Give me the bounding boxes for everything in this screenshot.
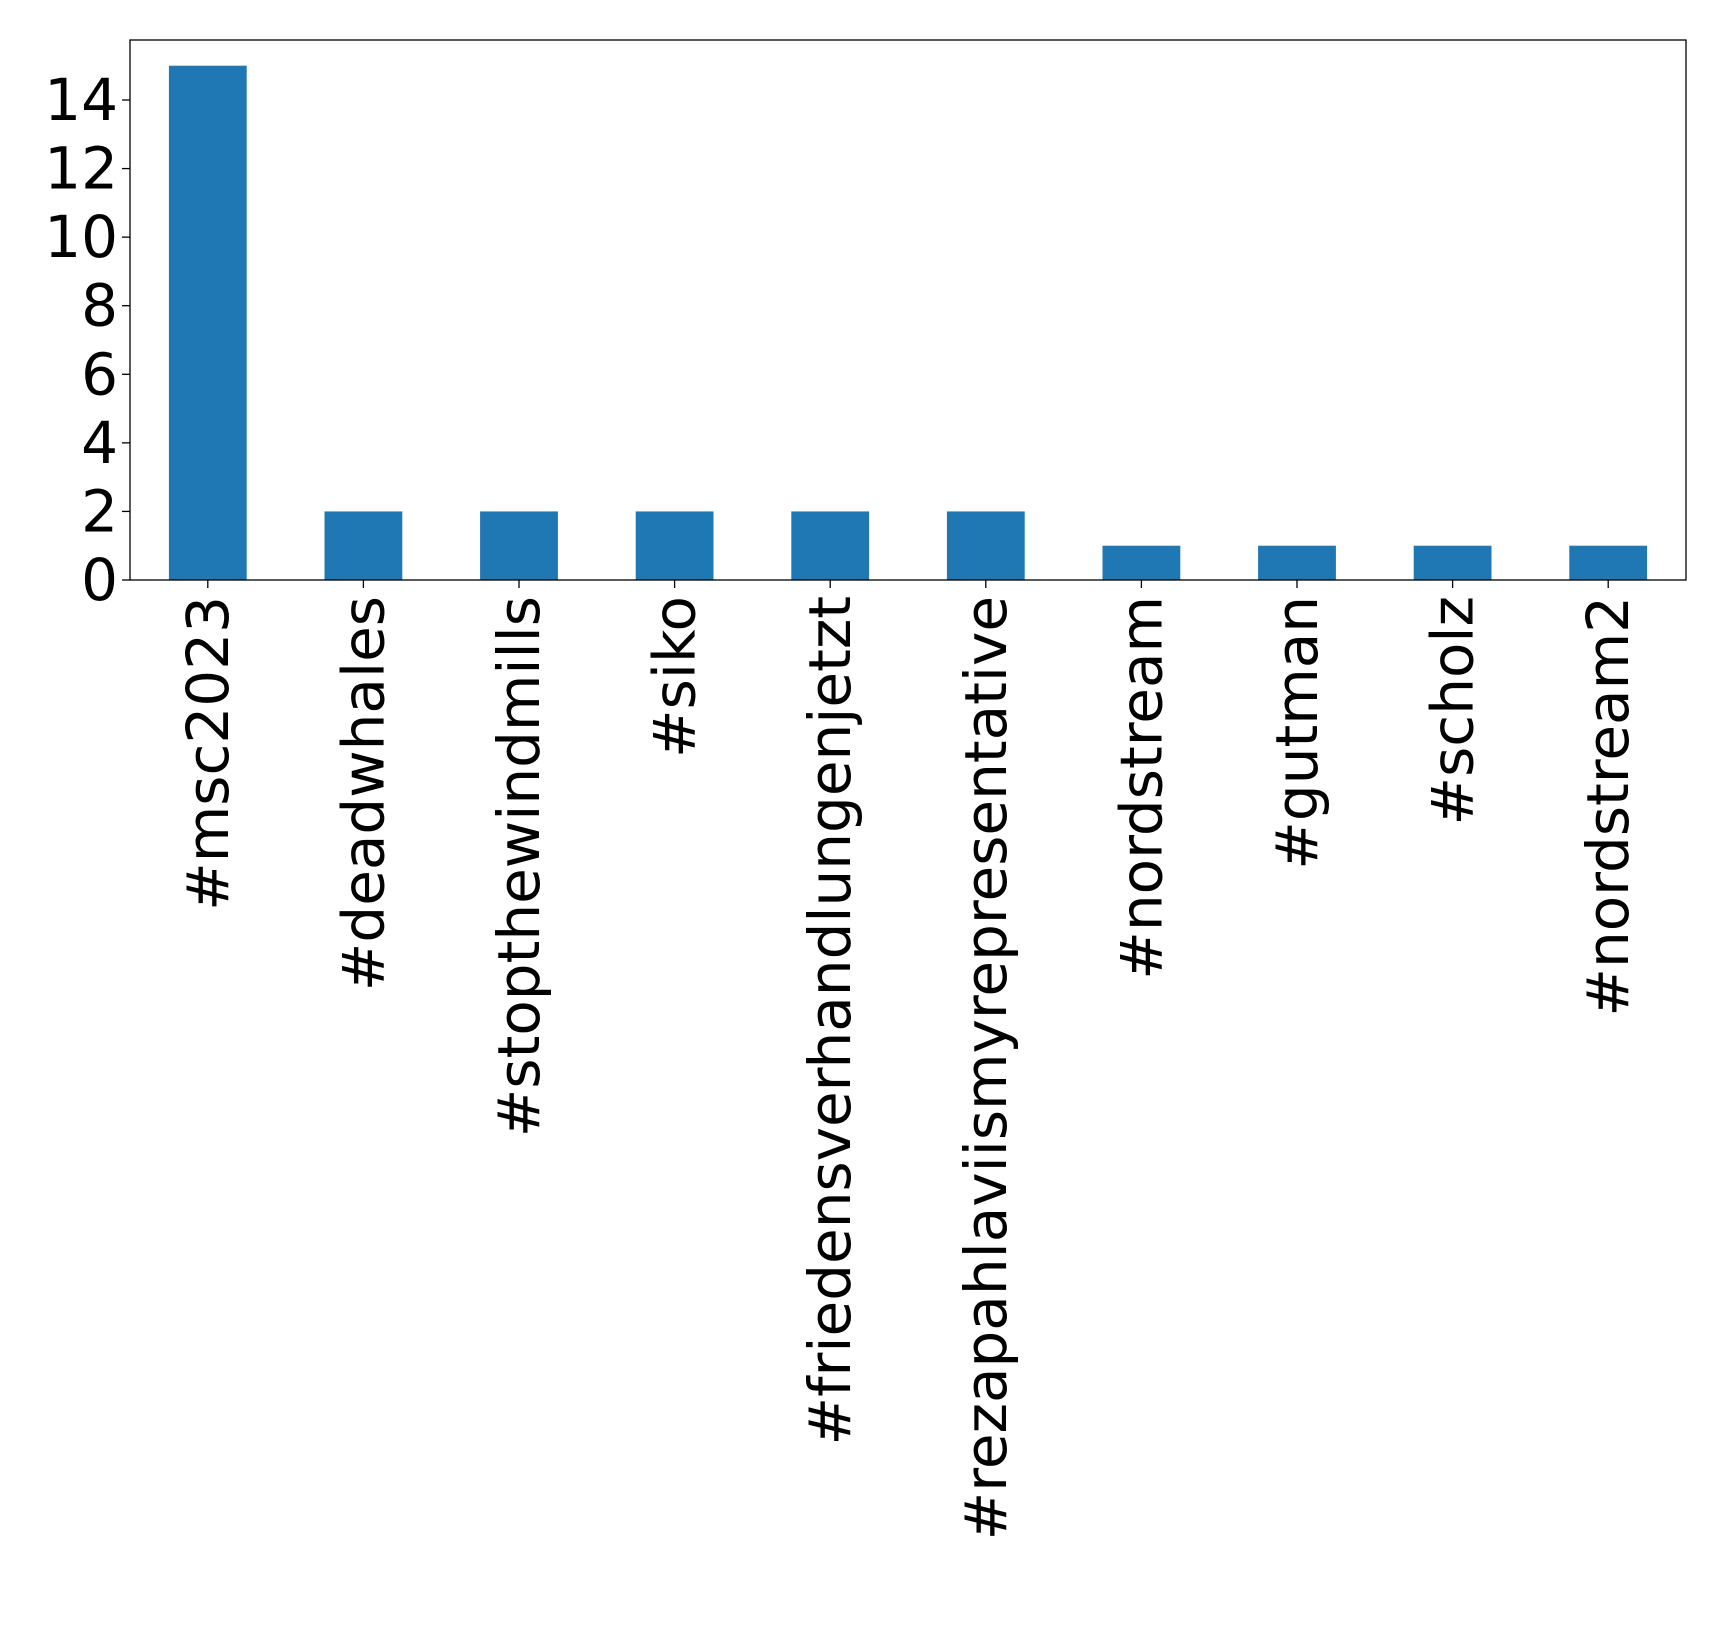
bar: [480, 511, 558, 580]
x-tick-label: #rezapahlaviismyrepresentative: [952, 596, 1020, 1540]
x-axis: #msc2023 #deadwhales #stopthewindmills #sik…: [174, 580, 1642, 1540]
x-tick-label: #deadwhales: [329, 596, 397, 991]
y-tick-label: 10: [44, 203, 118, 271]
bar: [1569, 545, 1648, 580]
y-tick-label: 8: [81, 272, 118, 340]
y-tick-label: 0: [81, 546, 118, 614]
plot-frame: [129, 39, 1687, 581]
x-tick-label: #siko: [641, 596, 709, 758]
y-tick-label: 4: [81, 409, 118, 477]
y-tick-label: 2: [81, 477, 118, 545]
x-tick-label: #nordstream2: [1574, 596, 1642, 1017]
y-tick-label: 12: [44, 135, 118, 203]
bar: [791, 511, 870, 580]
x-tick-label: #friedensverhandlungenjetzt: [796, 596, 864, 1445]
bar: [635, 511, 714, 580]
x-tick-label: #msc2023: [174, 596, 242, 911]
bar: [1413, 545, 1492, 580]
x-tick-label: #gutman: [1263, 596, 1331, 870]
y-tick-label: 6: [81, 340, 118, 408]
bars-group: [168, 65, 1648, 580]
bar: [946, 511, 1025, 580]
bar: [324, 511, 403, 580]
y-tick-label: 14: [44, 66, 118, 134]
x-tick-label: #nordstream: [1107, 596, 1175, 980]
x-tick-label: #scholz: [1419, 596, 1487, 826]
bar: [168, 65, 247, 580]
bar: [1102, 545, 1181, 580]
bar: [1258, 545, 1336, 580]
x-tick-label: #stopthewindmills: [485, 596, 553, 1137]
